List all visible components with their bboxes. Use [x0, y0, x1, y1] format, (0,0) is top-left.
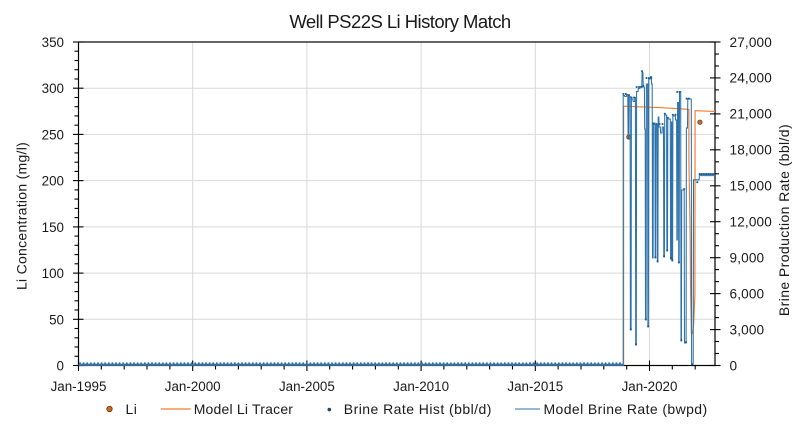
svg-text:0: 0: [57, 359, 64, 374]
svg-text:Model Brine Rate (bwpd): Model Brine Rate (bwpd): [544, 401, 708, 417]
svg-text:3,000: 3,000: [730, 322, 765, 337]
svg-text:Jan-2000: Jan-2000: [165, 379, 221, 394]
svg-text:24,000: 24,000: [730, 71, 773, 86]
svg-text:Li: Li: [126, 401, 138, 417]
svg-text:Jan-2015: Jan-2015: [507, 379, 563, 394]
svg-text:18,000: 18,000: [730, 143, 773, 158]
svg-text:12,000: 12,000: [730, 215, 773, 230]
svg-text:Well PS22S Li History Match: Well PS22S Li History Match: [289, 11, 511, 32]
svg-text:15,000: 15,000: [730, 179, 773, 194]
svg-text:Jan-2010: Jan-2010: [393, 379, 449, 394]
svg-text:150: 150: [42, 220, 64, 235]
svg-text:27,000: 27,000: [730, 35, 773, 50]
svg-text:Jan-2005: Jan-2005: [279, 379, 335, 394]
svg-text:Model Li Tracer: Model Li Tracer: [194, 401, 294, 417]
svg-text:Brine Rate Hist (bbl/d): Brine Rate Hist (bbl/d): [344, 401, 492, 417]
svg-text:50: 50: [49, 312, 64, 327]
svg-text:Jan-2020: Jan-2020: [622, 379, 678, 394]
svg-text:Brine Production Rate (bbl/d): Brine Production Rate (bbl/d): [776, 124, 792, 316]
svg-text:6,000: 6,000: [730, 286, 765, 301]
svg-text:0: 0: [730, 358, 738, 373]
svg-text:200: 200: [42, 174, 64, 189]
svg-text:350: 350: [42, 35, 64, 50]
svg-text:Li Concentration (mg/l): Li Concentration (mg/l): [14, 142, 30, 290]
svg-text:Jan-1995: Jan-1995: [51, 379, 107, 394]
svg-text:250: 250: [42, 127, 64, 142]
svg-text:100: 100: [42, 266, 64, 281]
svg-text:300: 300: [42, 81, 64, 96]
svg-text:21,000: 21,000: [730, 107, 773, 122]
svg-text:9,000: 9,000: [730, 251, 765, 266]
